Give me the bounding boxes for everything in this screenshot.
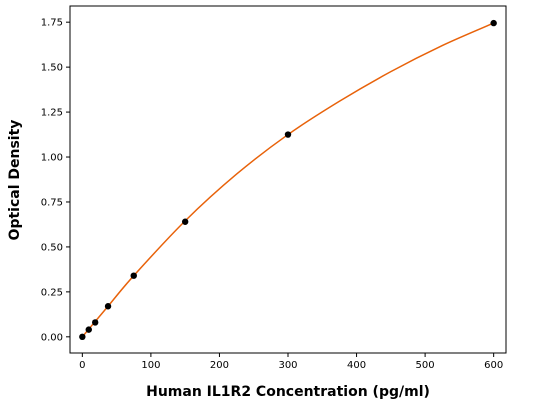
y-tick-label: 1.50 [41,63,63,74]
x-tick-label: 400 [347,360,366,371]
data-points [79,19,497,341]
data-point [284,131,292,138]
x-tick-label: 200 [210,360,229,371]
data-point [79,333,86,341]
x-axis: 0 100 200 300 400 500 600 [79,353,503,371]
y-axis: 0.00 0.25 0.50 0.75 1.00 1.25 1.50 1.75 [41,18,70,343]
y-tick-label: 0.75 [41,197,63,208]
data-point [130,272,137,279]
data-point [91,319,99,326]
fitted-curve [81,22,494,338]
y-tick-label: 0.25 [41,287,63,298]
x-tick-label: 100 [141,360,160,371]
data-point [181,218,189,225]
data-point [490,19,497,27]
data-point [85,326,92,333]
y-tick-label: 0.00 [41,332,63,343]
x-tick-label: 0 [79,360,85,371]
x-tick-label: 500 [416,360,435,371]
data-point [104,303,112,310]
y-tick-label: 0.50 [41,242,63,253]
x-tick-label: 300 [278,360,297,371]
y-tick-label: 1.25 [41,108,63,119]
plot-frame [69,5,507,354]
x-axis-title: Human IL1R2 Concentration (pg/ml) [146,384,430,400]
y-tick-label: 1.75 [41,18,63,29]
x-tick-label: 600 [484,360,503,371]
y-axis-title: Optical Density [7,120,23,241]
y-tick-label: 1.00 [41,153,63,164]
